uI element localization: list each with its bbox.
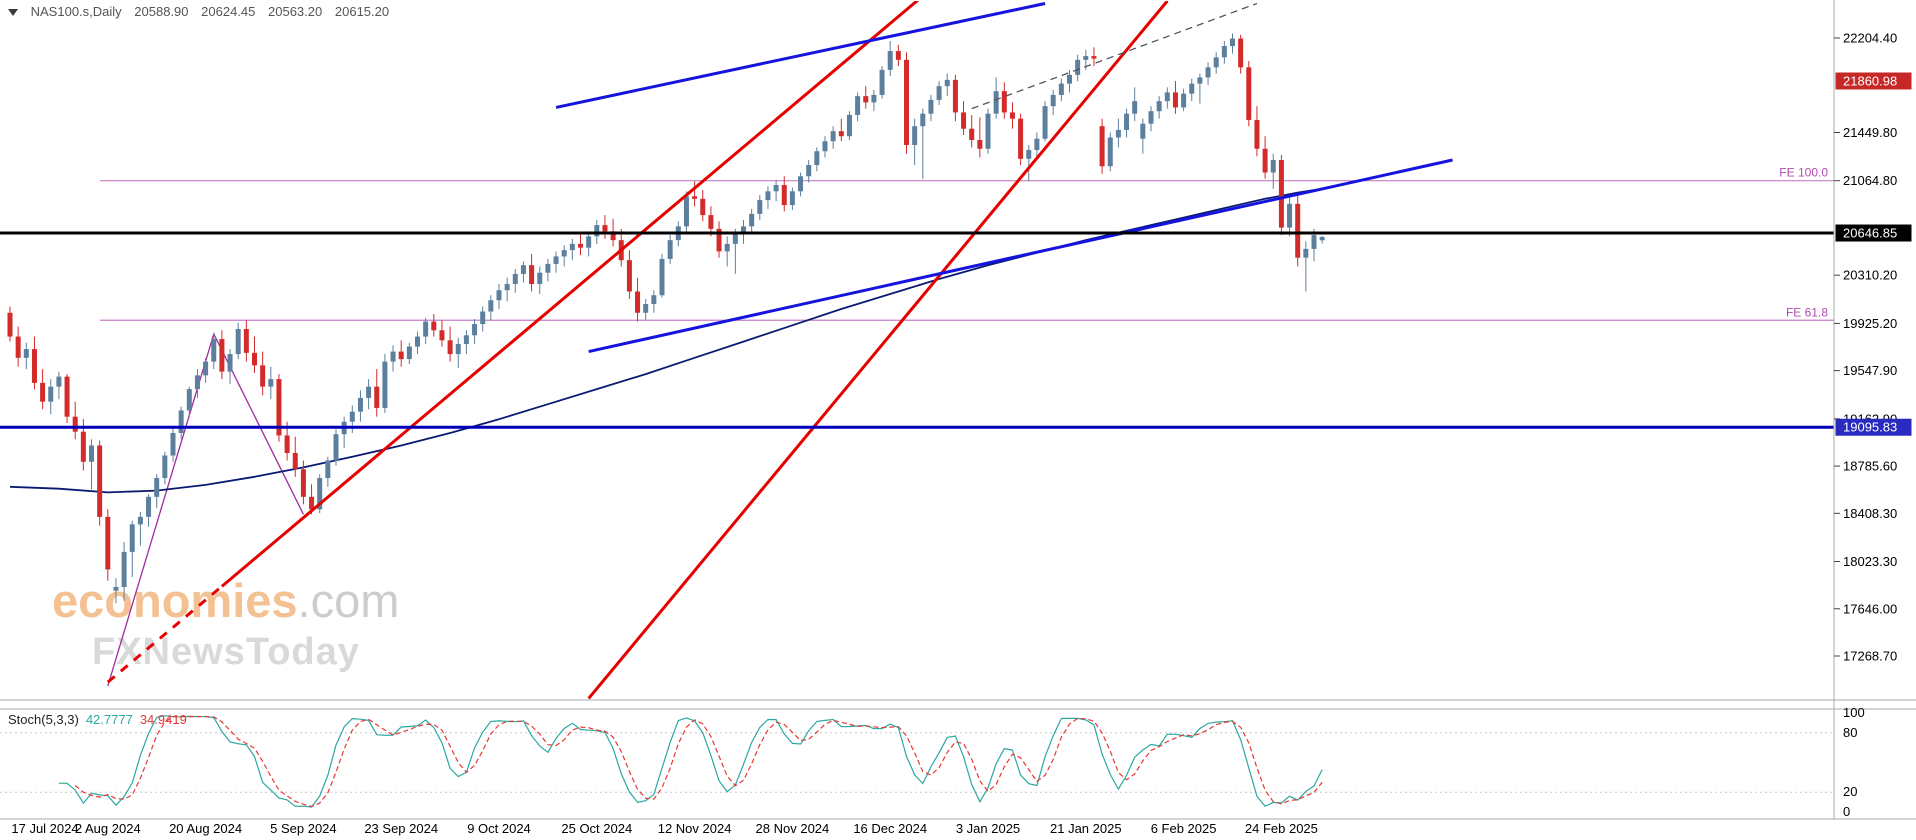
stoch-d-value: 34.9419 bbox=[139, 712, 187, 727]
watermark-brand-line: economies.com bbox=[52, 576, 399, 625]
date-label: 23 Sep 2024 bbox=[364, 821, 438, 836]
date-label: 24 Feb 2025 bbox=[1245, 821, 1318, 836]
badge-price-label: 19095.83 bbox=[1843, 420, 1897, 435]
watermark: economies.com FXNewsToday bbox=[52, 576, 399, 673]
price-tick-label: 21064.80 bbox=[1843, 173, 1897, 188]
date-label: 25 Oct 2024 bbox=[561, 821, 632, 836]
price-tick-label: 18023.30 bbox=[1843, 554, 1897, 569]
symbol-dropdown-icon[interactable] bbox=[8, 9, 18, 16]
ohlc-open: 20588.90 bbox=[134, 4, 189, 19]
fe-level-label: FE 100.0 bbox=[1779, 166, 1828, 180]
stoch-indicator-label: Stoch(5,3,3) 42.7777 34.9419 bbox=[8, 712, 187, 727]
date-label: 9 Oct 2024 bbox=[467, 821, 531, 836]
dashed-peak-trendline[interactable] bbox=[971, 2, 1258, 110]
chart-info-bar: NAS100.s,Daily 20588.90 20624.45 20563.2… bbox=[8, 4, 398, 19]
badge-price-label: 21860.98 bbox=[1843, 73, 1897, 88]
symbol-timeframe-label: NAS100.s,Daily bbox=[30, 4, 122, 19]
blue-trendline-support[interactable] bbox=[588, 158, 1453, 354]
stoch-d-line bbox=[74, 715, 1323, 808]
stoch-tick-label: 0 bbox=[1843, 804, 1850, 819]
date-label: 28 Nov 2024 bbox=[756, 821, 830, 836]
price-tick-label: 17646.00 bbox=[1843, 601, 1897, 616]
watermark-subtitle: FXNewsToday bbox=[92, 631, 360, 674]
current-price-badge: 20646.85 bbox=[1835, 224, 1912, 242]
price-tick-label: 18785.60 bbox=[1843, 459, 1897, 474]
date-label: 21 Jan 2025 bbox=[1050, 821, 1122, 836]
date-label: 6 Feb 2025 bbox=[1151, 821, 1217, 836]
red-channel-dashed-segment[interactable] bbox=[106, 585, 223, 684]
date-label: 20 Aug 2024 bbox=[169, 821, 242, 836]
red-trendline-main[interactable] bbox=[220, 0, 923, 588]
price-axis: 22204.40 21449.80 21064.80 20310.20 19925.20… bbox=[1834, 31, 1897, 664]
moving-average-line[interactable] bbox=[9, 187, 1323, 494]
red-trendline-second[interactable] bbox=[587, 1, 1169, 700]
stoch-tick-label: 100 bbox=[1843, 705, 1865, 720]
price-tick-label: 17268.70 bbox=[1843, 649, 1897, 664]
date-label: 16 Dec 2024 bbox=[853, 821, 927, 836]
watermark-brand: economies bbox=[52, 574, 298, 627]
price-tick-label: 22204.40 bbox=[1843, 31, 1897, 46]
date-label: 2 Aug 2024 bbox=[75, 821, 141, 836]
ohlc-high: 20624.45 bbox=[201, 4, 256, 19]
candlesticks[interactable] bbox=[7, 33, 1325, 604]
date-label: 3 Jan 2025 bbox=[956, 821, 1020, 836]
date-label: 17 Jul 2024 bbox=[11, 821, 78, 836]
date-label: 5 Sep 2024 bbox=[270, 821, 337, 836]
stoch-tick-label: 80 bbox=[1843, 725, 1857, 740]
support-line-badge: 19095.83 bbox=[1835, 418, 1912, 436]
blue-trendline-resistance[interactable] bbox=[555, 2, 1046, 109]
price-tick-label: 21449.80 bbox=[1843, 125, 1897, 140]
alert-level-badge: 21860.98 bbox=[1835, 72, 1912, 90]
badge-price-label: 20646.85 bbox=[1843, 226, 1897, 241]
stoch-k-value: 42.7777 bbox=[85, 712, 133, 727]
price-tick-label: 19925.20 bbox=[1843, 316, 1897, 331]
ohlc-low: 20563.20 bbox=[268, 4, 323, 19]
price-tick-label: 20310.20 bbox=[1843, 268, 1897, 283]
price-tick-label: 19547.90 bbox=[1843, 363, 1897, 378]
watermark-domain: .com bbox=[297, 574, 400, 627]
stoch-name: Stoch(5,3,3) bbox=[8, 712, 79, 727]
fibonacci-expansion-baseline[interactable] bbox=[107, 332, 304, 687]
fe-level-label: FE 61.8 bbox=[1786, 305, 1828, 319]
ohlc-close: 20615.20 bbox=[334, 4, 390, 19]
date-label: 12 Nov 2024 bbox=[658, 821, 732, 836]
price-tick-label: 18408.30 bbox=[1843, 506, 1897, 521]
stoch-tick-label: 20 bbox=[1843, 784, 1857, 799]
plot-area[interactable] bbox=[0, 0, 1834, 700]
stoch-k-line bbox=[58, 715, 1323, 808]
